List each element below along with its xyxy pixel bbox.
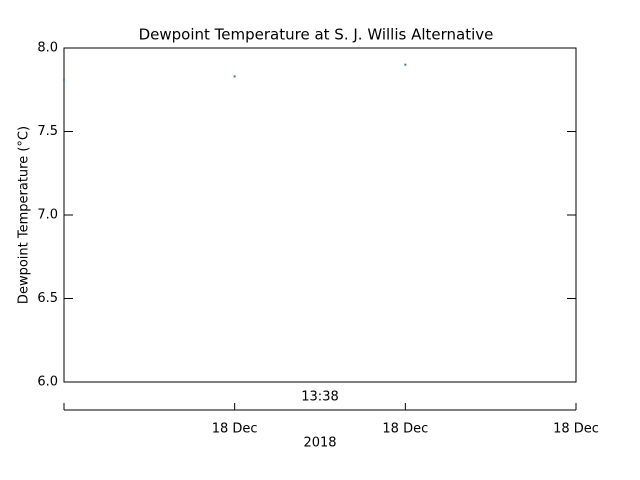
y-tick-label: 6.0	[37, 375, 58, 390]
y-tick-label: 7.0	[37, 208, 58, 223]
y-axis-label: Dewpoint Temperature (°C)	[17, 126, 32, 304]
point	[233, 75, 236, 78]
x-axis-label: 2018	[303, 436, 336, 451]
y-tick-label: 8.0	[37, 41, 58, 56]
x-tick-label: 18 Dec	[553, 422, 599, 437]
point	[63, 78, 65, 81]
y-tick-label: 6.5	[37, 291, 58, 306]
x-tick-label: 18 Dec	[212, 422, 258, 437]
annotation: 13:38	[301, 390, 338, 405]
chart-title: Dewpoint Temperature at S. J. Willis Alt…	[139, 26, 494, 44]
x-tick-label: 18 Dec	[382, 422, 428, 437]
y-tick-label: 7.5	[37, 124, 58, 139]
point	[404, 63, 407, 66]
